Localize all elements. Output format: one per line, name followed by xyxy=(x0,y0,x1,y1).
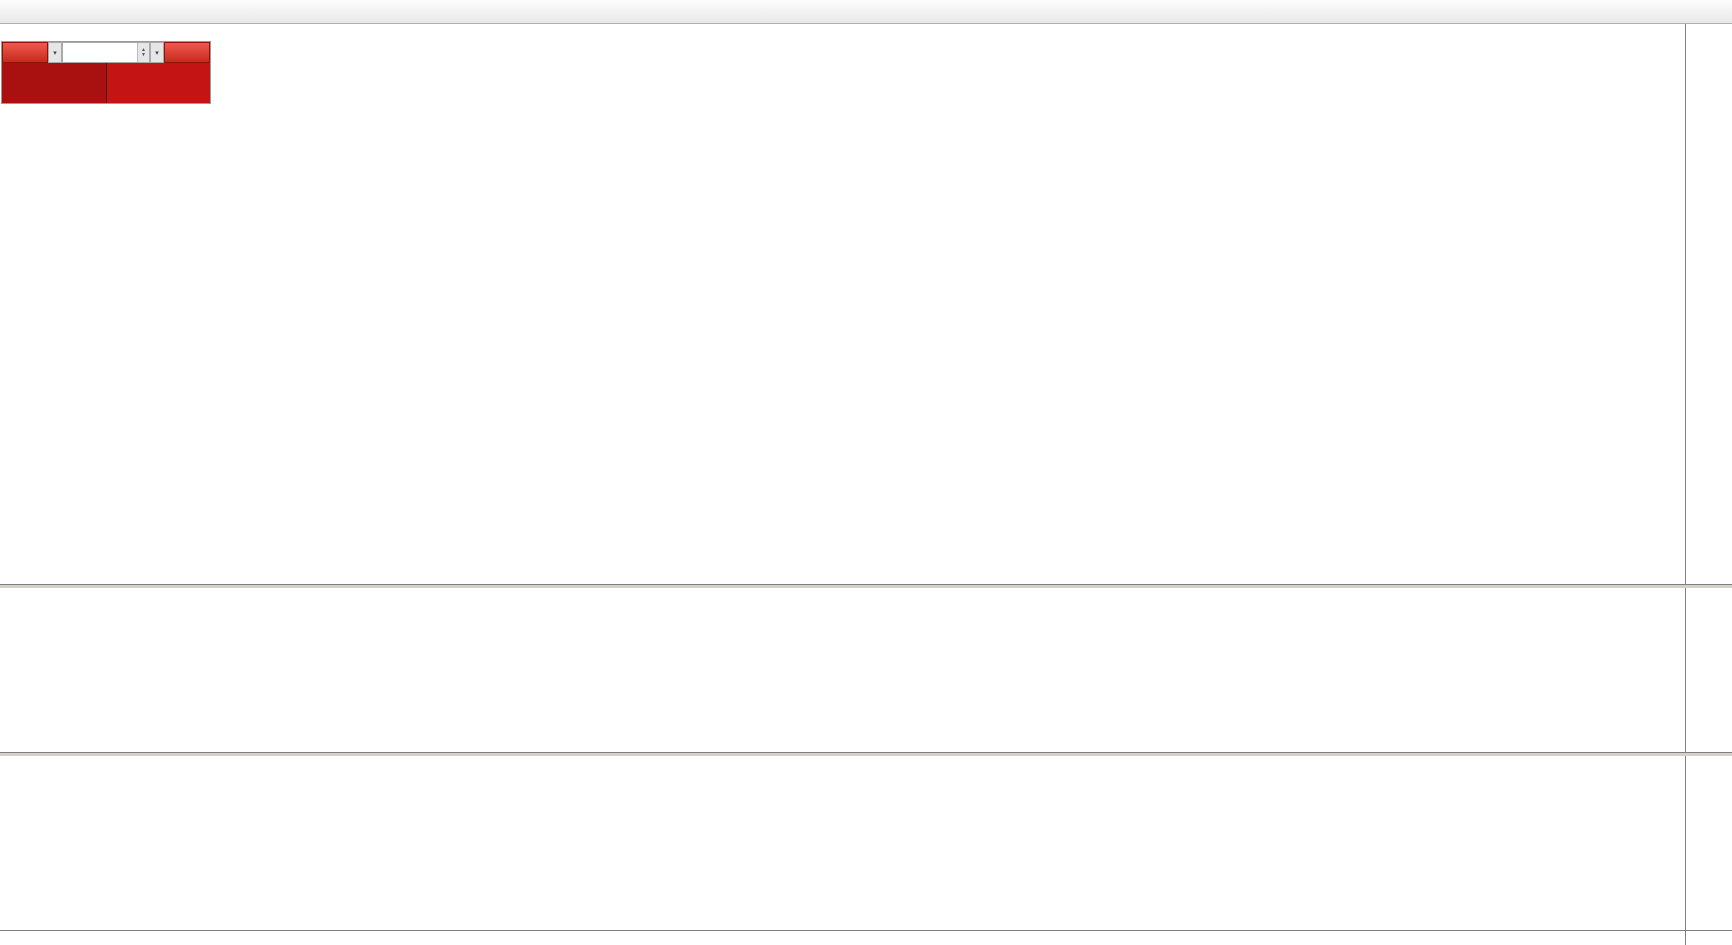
buy-price[interactable] xyxy=(105,63,210,103)
macd-axis[interactable] xyxy=(1685,588,1732,752)
price-axis[interactable] xyxy=(1685,24,1732,584)
caret-down-icon: ▾ xyxy=(53,49,57,57)
macd-panel xyxy=(0,588,1732,752)
sell-options-caret[interactable]: ▾ xyxy=(48,42,62,63)
buy-button[interactable] xyxy=(164,42,210,63)
volume-stepper[interactable]: ▲ ▼ xyxy=(137,43,149,62)
step-up-icon: ▲ xyxy=(141,46,146,53)
rsi-axis[interactable] xyxy=(1685,756,1732,930)
one-click-trading-panel: ▾ ▲ ▼ ▾ xyxy=(1,41,211,104)
axis-corner xyxy=(1685,931,1732,945)
time-axis[interactable] xyxy=(0,930,1732,945)
toolbar xyxy=(0,0,1732,24)
sell-button[interactable] xyxy=(2,42,48,63)
caret-down-icon: ▾ xyxy=(155,49,159,57)
rsi-panel xyxy=(0,756,1732,930)
step-down-icon: ▼ xyxy=(141,51,146,58)
volume-input[interactable] xyxy=(63,43,137,62)
rsi-chart-surface[interactable] xyxy=(0,756,1686,930)
volume-box: ▲ ▼ xyxy=(62,42,150,63)
macd-chart-surface[interactable] xyxy=(0,588,1686,752)
sell-price[interactable] xyxy=(2,63,106,103)
rsi-label xyxy=(3,758,8,769)
buy-options-caret[interactable]: ▾ xyxy=(150,42,164,63)
macd-label xyxy=(3,590,13,601)
main-chart-panel: ▾ ▲ ▼ ▾ xyxy=(0,24,1732,584)
price-chart-surface[interactable] xyxy=(0,24,1686,584)
panel-separator[interactable] xyxy=(0,752,1732,756)
panel-separator[interactable] xyxy=(0,584,1732,588)
